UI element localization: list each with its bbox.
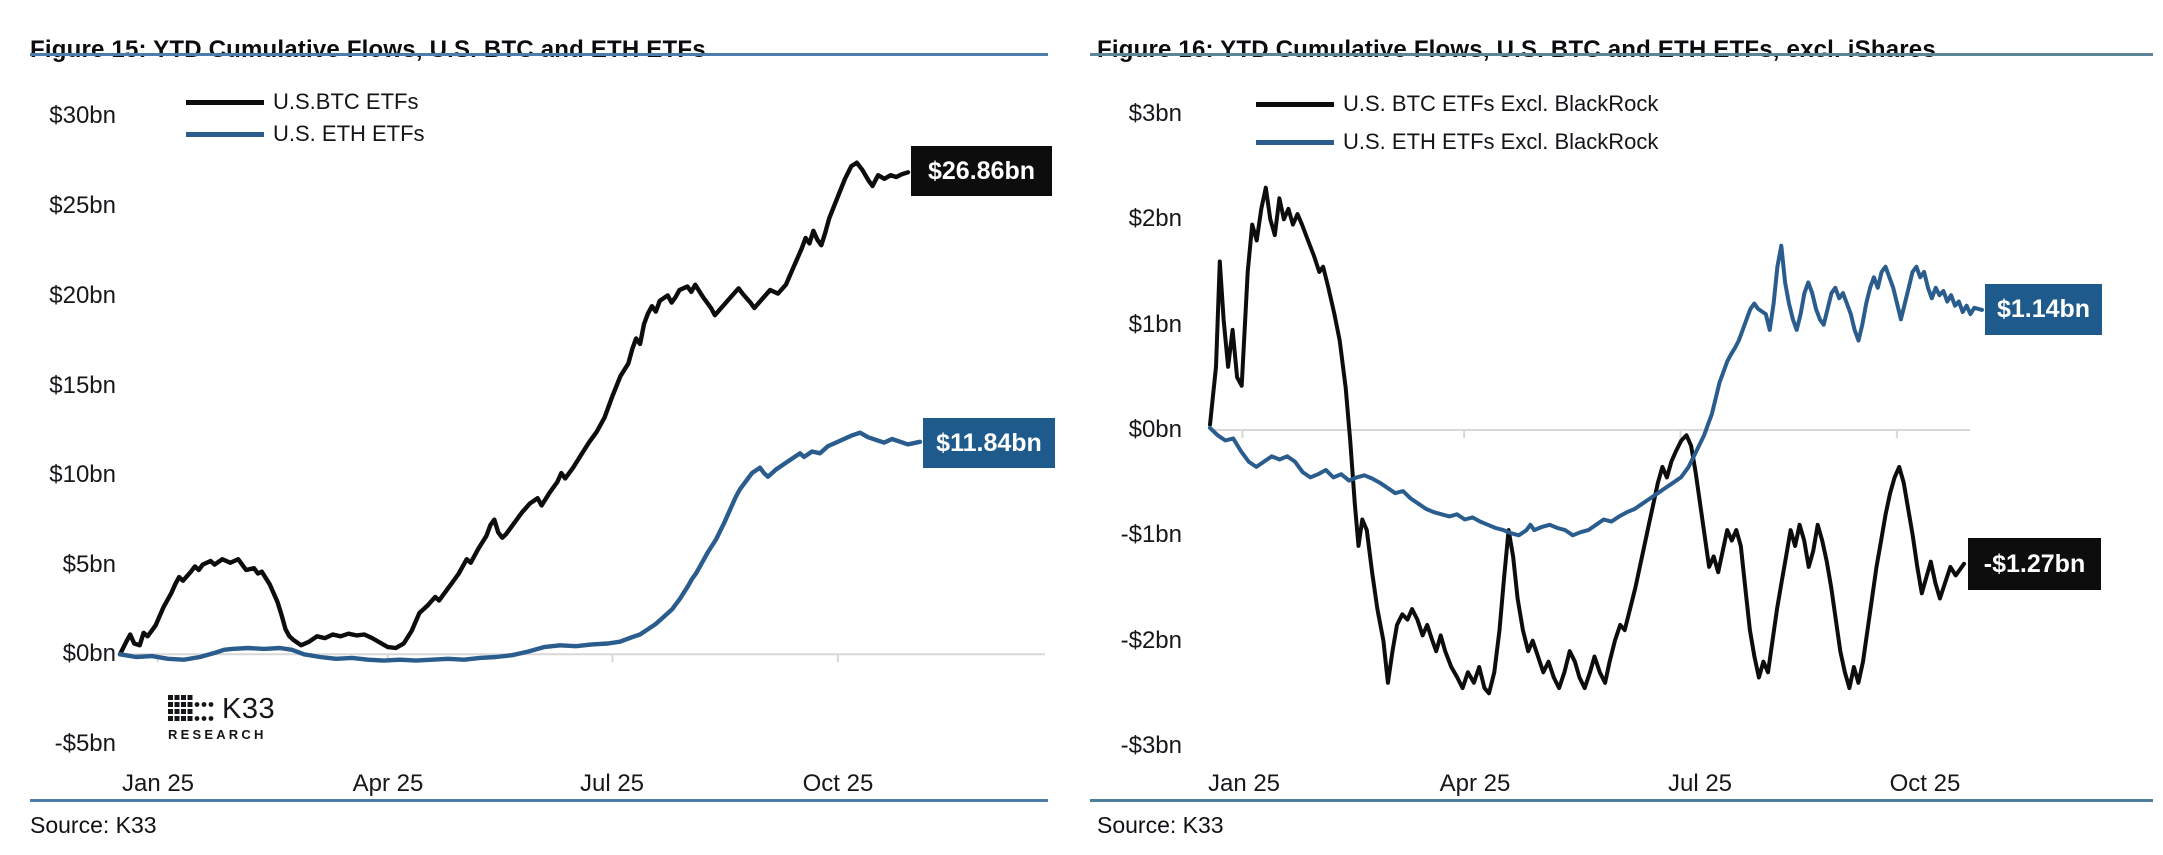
y-tick-label: -$3bn (1120, 732, 1182, 759)
x-tick-label: Jul 25 (1667, 770, 1733, 797)
legend-row-btc: U.S.BTC ETFs (186, 88, 425, 116)
k33-logo-subtext: RESEARCH (168, 727, 267, 742)
y-tick-label: $5bn (62, 551, 116, 578)
figure-15-title-rule (30, 53, 1048, 56)
legend-row-btc-excl: U.S. BTC ETFs Excl. BlackRock (1256, 90, 1658, 118)
figure-15-title: Figure 15: YTD Cumulative Flows, U.S. BT… (30, 35, 706, 63)
figure-16-title: Figure 16: YTD Cumulative Flows, U.S. BT… (1097, 35, 1936, 63)
figure-15-source: Source: K33 (30, 812, 157, 838)
eth-line-swatch (186, 131, 264, 137)
figure-15-bottom-rule (30, 799, 1048, 802)
legend-label-btc: U.S.BTC ETFs (273, 89, 419, 114)
legend-label-eth: U.S. ETH ETFs (273, 121, 425, 146)
k33-dots-icon (168, 695, 214, 721)
x-tick-label: Apr 25 (1439, 770, 1511, 797)
x-tick-label: Jul 25 (579, 770, 645, 797)
x-tick-label: Jan 25 (121, 770, 195, 797)
legend-row-eth: U.S. ETH ETFs (186, 120, 425, 148)
btc-line-swatch (186, 99, 264, 105)
k33-logo-text: K33 (222, 692, 276, 725)
y-tick-label: -$1bn (1120, 521, 1182, 548)
legend-label-eth-excl: U.S. ETH ETFs Excl. BlackRock (1343, 129, 1659, 154)
k33-logo-top: K33 (168, 694, 275, 724)
y-tick-label: $2bn (1128, 205, 1182, 232)
legend-label-btc-excl: U.S. BTC ETFs Excl. BlackRock (1343, 91, 1659, 116)
figure-15-legend: U.S.BTC ETFs U.S. ETH ETFs (186, 88, 425, 148)
y-tick-label: $1bn (1128, 311, 1182, 338)
btc-excl-line-swatch (1256, 101, 1334, 107)
figure-16-legend: U.S. BTC ETFs Excl. BlackRock U.S. ETH E… (1256, 90, 1658, 156)
x-tick-label: Oct 25 (1889, 770, 1961, 797)
eth-excl-value-label: $1.14bn (1985, 284, 2102, 335)
y-tick-label: -$2bn (1120, 627, 1182, 654)
x-tick-label: Jan 25 (1207, 770, 1281, 797)
y-tick-label: $30bn (49, 102, 116, 129)
y-tick-label: -$5bn (54, 730, 116, 757)
x-tick-label: Apr 25 (352, 770, 424, 797)
y-tick-label: $3bn (1128, 100, 1182, 127)
k33-research-logo: K33 RESEARCH (168, 694, 275, 741)
x-tick-label: Oct 25 (802, 770, 874, 797)
legend-row-eth-excl: U.S. ETH ETFs Excl. BlackRock (1256, 128, 1658, 156)
figure-16-panel: Figure 16: YTD Cumulative Flows, U.S. BT… (1080, 0, 2163, 855)
y-tick-label: $25bn (49, 192, 116, 219)
figure-16-source: Source: K33 (1097, 812, 1224, 838)
figure-16-plot (1208, 185, 1984, 696)
y-tick-label: $10bn (49, 461, 116, 488)
figure-16-bottom-rule (1090, 799, 2153, 802)
y-tick-label: $0bn (1128, 416, 1182, 443)
figure-15-panel: Figure 15: YTD Cumulative Flows, U.S. BT… (0, 0, 1080, 855)
btc-excl-value-label: -$1.27bn (1968, 538, 2101, 590)
figure-16-title-rule (1090, 53, 2153, 56)
btc-value-label: $26.86bn (911, 146, 1052, 196)
eth-value-label: $11.84bn (923, 418, 1055, 468)
y-tick-label: $15bn (49, 372, 116, 399)
y-tick-label: $0bn (62, 640, 116, 667)
eth-excl-line-swatch (1256, 139, 1334, 145)
y-tick-label: $20bn (49, 282, 116, 309)
figure-15-plot (117, 160, 1045, 663)
